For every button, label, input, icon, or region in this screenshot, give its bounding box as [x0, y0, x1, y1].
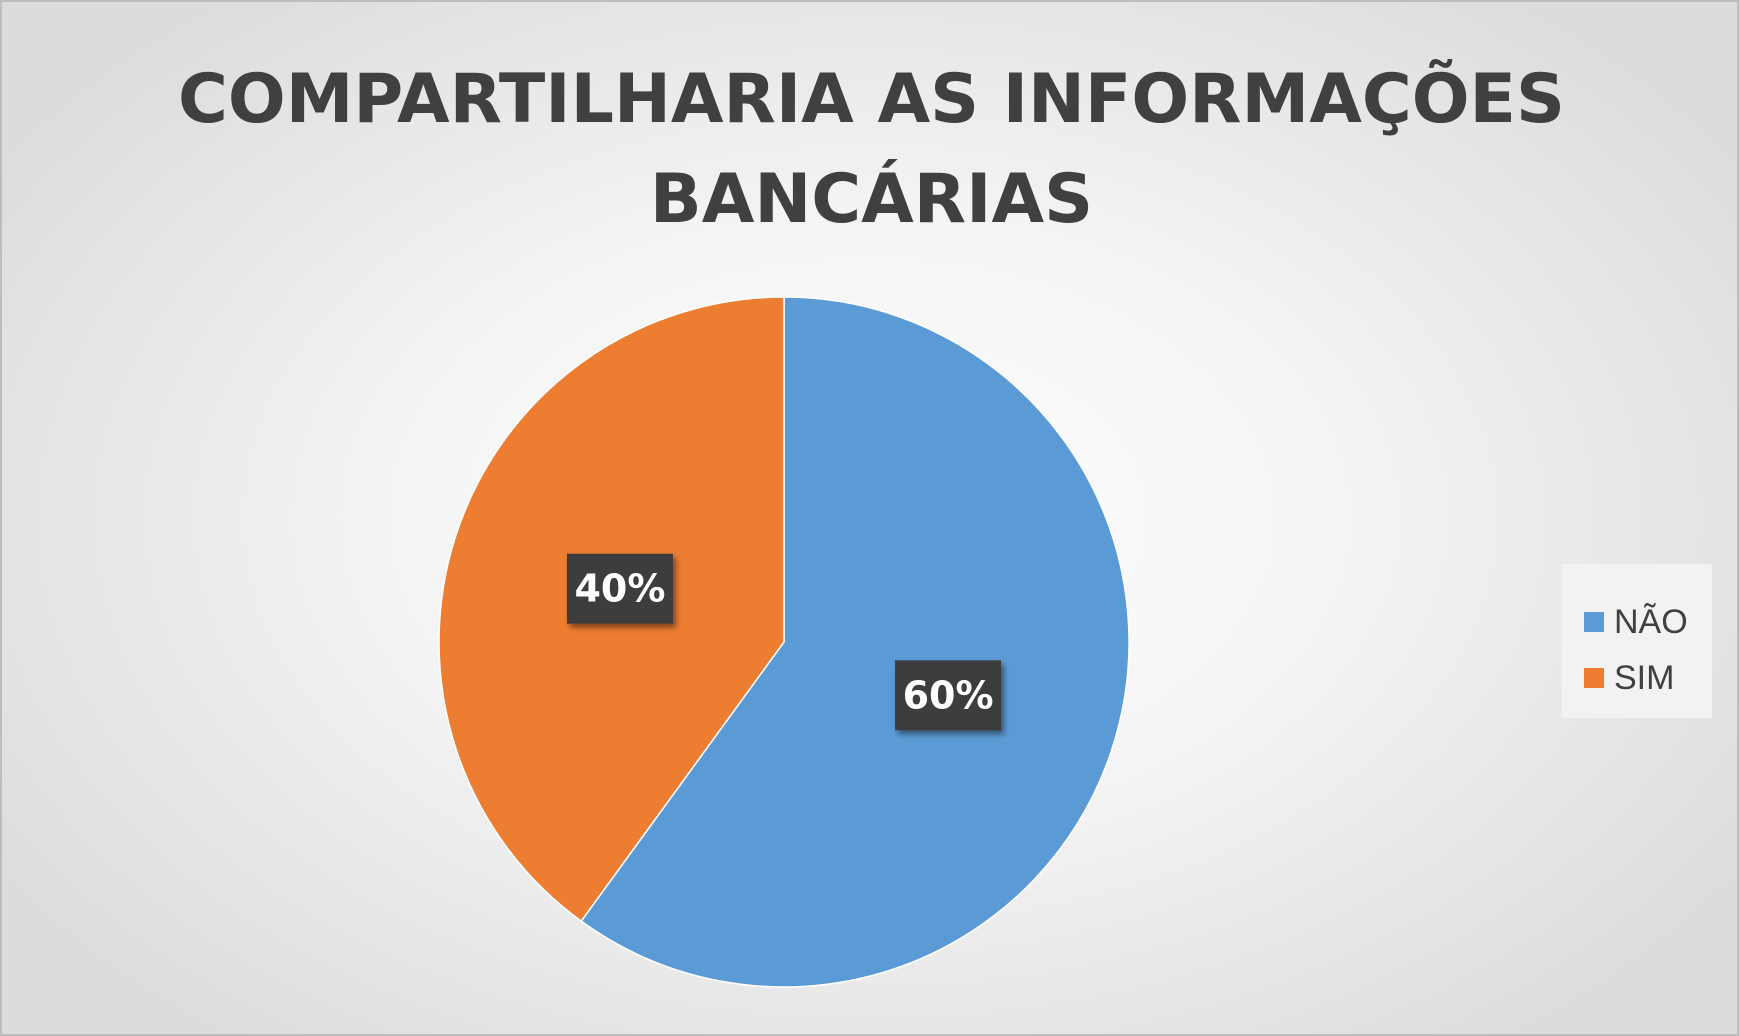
data-label-box-nao	[895, 660, 1002, 731]
legend-item-nao: NÃO	[1584, 602, 1688, 642]
data-label-sim: 40%	[566, 553, 673, 624]
legend-label-sim: SIM	[1614, 658, 1675, 697]
data-label-text-sim: 40%	[574, 567, 665, 611]
legend-item-sim: SIM	[1584, 658, 1674, 698]
legend-label-nao: NÃO	[1614, 602, 1688, 641]
chart-title-line-1: COMPARTILHARIA AS INFORMAÇÕES	[178, 60, 1565, 139]
legend-swatch-sim	[1584, 668, 1604, 688]
data-label-box-sim	[566, 553, 673, 624]
chart-title: COMPARTILHARIA AS INFORMAÇÕES BANCÁRIAS	[2, 50, 1737, 250]
data-label-text-nao: 60%	[903, 673, 994, 717]
legend-swatch-nao	[1584, 612, 1604, 632]
legend: NÃO SIM	[1562, 564, 1712, 718]
data-label-nao: 60%	[895, 660, 1002, 731]
chart-title-line-2: BANCÁRIAS	[649, 160, 1094, 239]
pie-slice-nao	[580, 296, 1130, 988]
